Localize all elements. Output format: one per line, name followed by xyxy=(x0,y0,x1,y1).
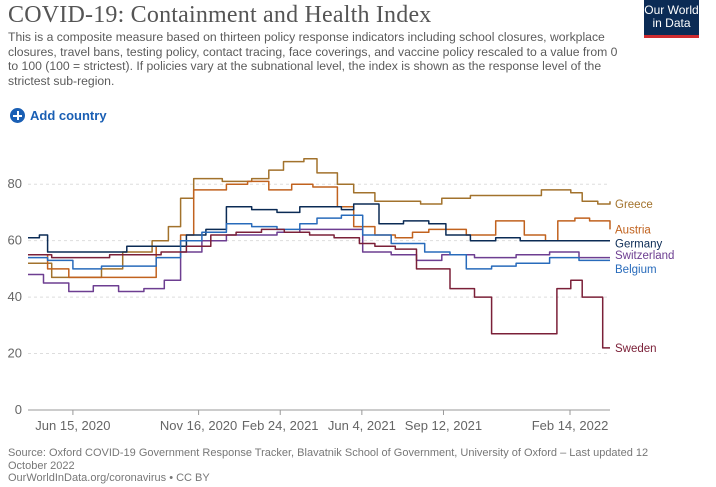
y-tick-label: 80 xyxy=(8,176,22,191)
chart-title: COVID-19: Containment and Health Index xyxy=(8,2,432,28)
source-note: Source: Oxford COVID-19 Government Respo… xyxy=(8,447,649,472)
y-tick-label: 20 xyxy=(8,346,22,361)
series-label-sweden: Sweden xyxy=(615,343,657,355)
logo-accent-bar xyxy=(644,35,699,38)
series-label-switzerland: Switzerland xyxy=(615,250,674,262)
x-tick-label: Jun 15, 2020 xyxy=(35,418,110,433)
x-tick-label: Feb 24, 2021 xyxy=(242,418,319,433)
series-label-greece: Greece xyxy=(615,199,653,211)
y-tick-label: 40 xyxy=(8,289,22,304)
x-tick-label: Sep 12, 2021 xyxy=(405,418,482,433)
series-line-greece xyxy=(28,158,611,279)
logo-line-2: in Data xyxy=(652,16,691,30)
series-line-germany xyxy=(28,203,610,253)
owid-logo[interactable]: Our World in Data xyxy=(644,0,699,38)
logo-line-1: Our World xyxy=(644,3,699,17)
series-label-germany: Germany xyxy=(615,238,663,250)
series-line-belgium xyxy=(28,214,610,270)
axes: 0 20 40 60 80 Jun 15, 2020 Nov 16, 2020 Feb 24,… xyxy=(8,176,610,433)
add-country-button[interactable]: Add country xyxy=(10,108,107,123)
series-label-austria: Austria xyxy=(615,224,651,236)
series-lines xyxy=(28,158,611,349)
add-country-label: Add country xyxy=(30,108,107,123)
series-label-belgium: Belgium xyxy=(615,264,657,276)
y-tick-label: 60 xyxy=(8,233,22,248)
x-tick-label: Feb 14, 2022 xyxy=(532,418,609,433)
x-tick-label: Jun 4, 2021 xyxy=(328,418,396,433)
series-line-sweden xyxy=(28,228,610,349)
x-tick-label: Nov 16, 2020 xyxy=(160,418,237,433)
source-url[interactable]: OurWorldInData.org/coronavirus • CC BY xyxy=(8,472,210,484)
series-line-switzerland xyxy=(28,228,610,293)
grid-lines xyxy=(28,183,610,355)
y-tick-label: 0 xyxy=(15,402,22,417)
chart-subtitle: This is a composite measure based on thi… xyxy=(8,30,618,88)
plus-circle-icon xyxy=(10,108,25,123)
